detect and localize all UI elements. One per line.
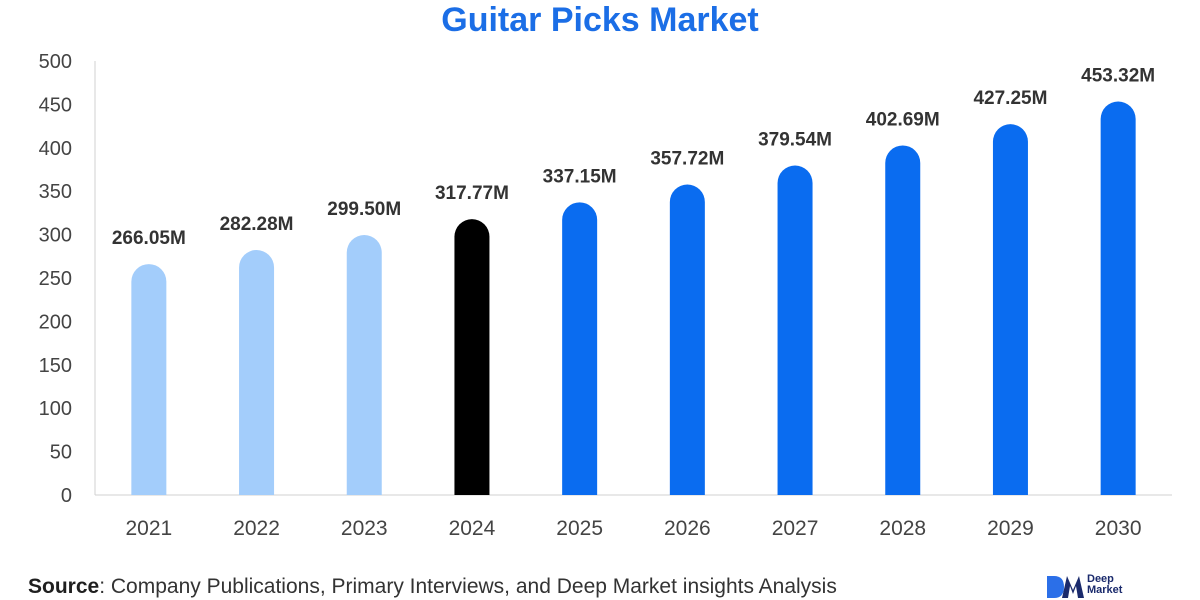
y-tick-label: 350 — [39, 181, 72, 203]
bar-2022 — [239, 249, 275, 495]
bar-chart: 0 50 100 150 200 250 300 350 400 450 500 2021 2022 20… — [39, 51, 1172, 540]
axes: 0 50 100 150 200 250 300 350 400 450 500 2021 2022 20… — [39, 51, 1172, 540]
y-tick-label: 150 — [39, 355, 72, 377]
y-tick-label: 300 — [39, 225, 72, 247]
data-label: 337.15M — [543, 166, 617, 187]
y-tick-label: 200 — [39, 311, 72, 333]
bar-2027 — [777, 165, 813, 496]
y-tick-label: 450 — [39, 94, 72, 116]
bars — [131, 101, 1136, 496]
data-label: 379.54M — [758, 130, 832, 151]
x-tick-label: 2027 — [772, 517, 819, 540]
y-tick-label: 100 — [39, 398, 72, 420]
y-tick-label: 0 — [61, 485, 72, 507]
x-tick-label: 2029 — [987, 517, 1034, 540]
data-label: 282.28M — [220, 214, 294, 235]
y-tick-label: 500 — [39, 51, 72, 73]
brand-name: Deep Market — [1087, 574, 1147, 596]
bar-2030 — [1100, 101, 1136, 495]
chart-title: Guitar Picks Market — [441, 1, 759, 39]
bar-2026 — [669, 184, 705, 496]
x-tick-label: 2028 — [879, 517, 926, 540]
data-label: 453.32M — [1081, 66, 1155, 87]
bar-2028 — [885, 145, 921, 495]
x-tick-label: 2024 — [449, 517, 496, 540]
data-label: 299.50M — [327, 199, 401, 220]
brand-name-line1: Deep — [1087, 573, 1114, 585]
data-label: 402.69M — [866, 109, 940, 130]
y-tick-label: 50 — [50, 442, 72, 464]
brand-logo: Deep Market — [1045, 573, 1195, 600]
y-tick-label: 250 — [39, 268, 72, 290]
data-labels: 266.05M 282.28M 299.50M 317.77M 337.15M 357.7… — [112, 66, 1155, 250]
bar-2024 — [454, 219, 490, 495]
bar-2023 — [346, 235, 382, 495]
data-label: 357.72M — [650, 148, 724, 169]
x-tick-label: 2021 — [125, 517, 172, 540]
source-label: Source — [28, 575, 100, 598]
source-text: : Company Publications, Primary Intervie… — [99, 575, 837, 598]
brand-name-line2: Market — [1087, 584, 1123, 596]
data-label: 317.77M — [435, 183, 509, 204]
x-tick-label: 2026 — [664, 517, 711, 540]
x-tick-label: 2025 — [556, 517, 603, 540]
bar-2029 — [992, 124, 1028, 495]
y-tick-label: 400 — [39, 138, 72, 160]
brand-logo-mark-icon — [1047, 576, 1084, 598]
data-label: 427.25M — [973, 88, 1047, 109]
x-tick-label: 2023 — [341, 517, 388, 540]
source-note: Source: Company Publications, Primary In… — [28, 574, 837, 600]
x-tick-label: 2030 — [1095, 517, 1142, 540]
bar-2025 — [562, 202, 598, 495]
data-label: 266.05M — [112, 228, 186, 249]
bar-2021 — [131, 264, 167, 495]
x-tick-label: 2022 — [233, 517, 280, 540]
